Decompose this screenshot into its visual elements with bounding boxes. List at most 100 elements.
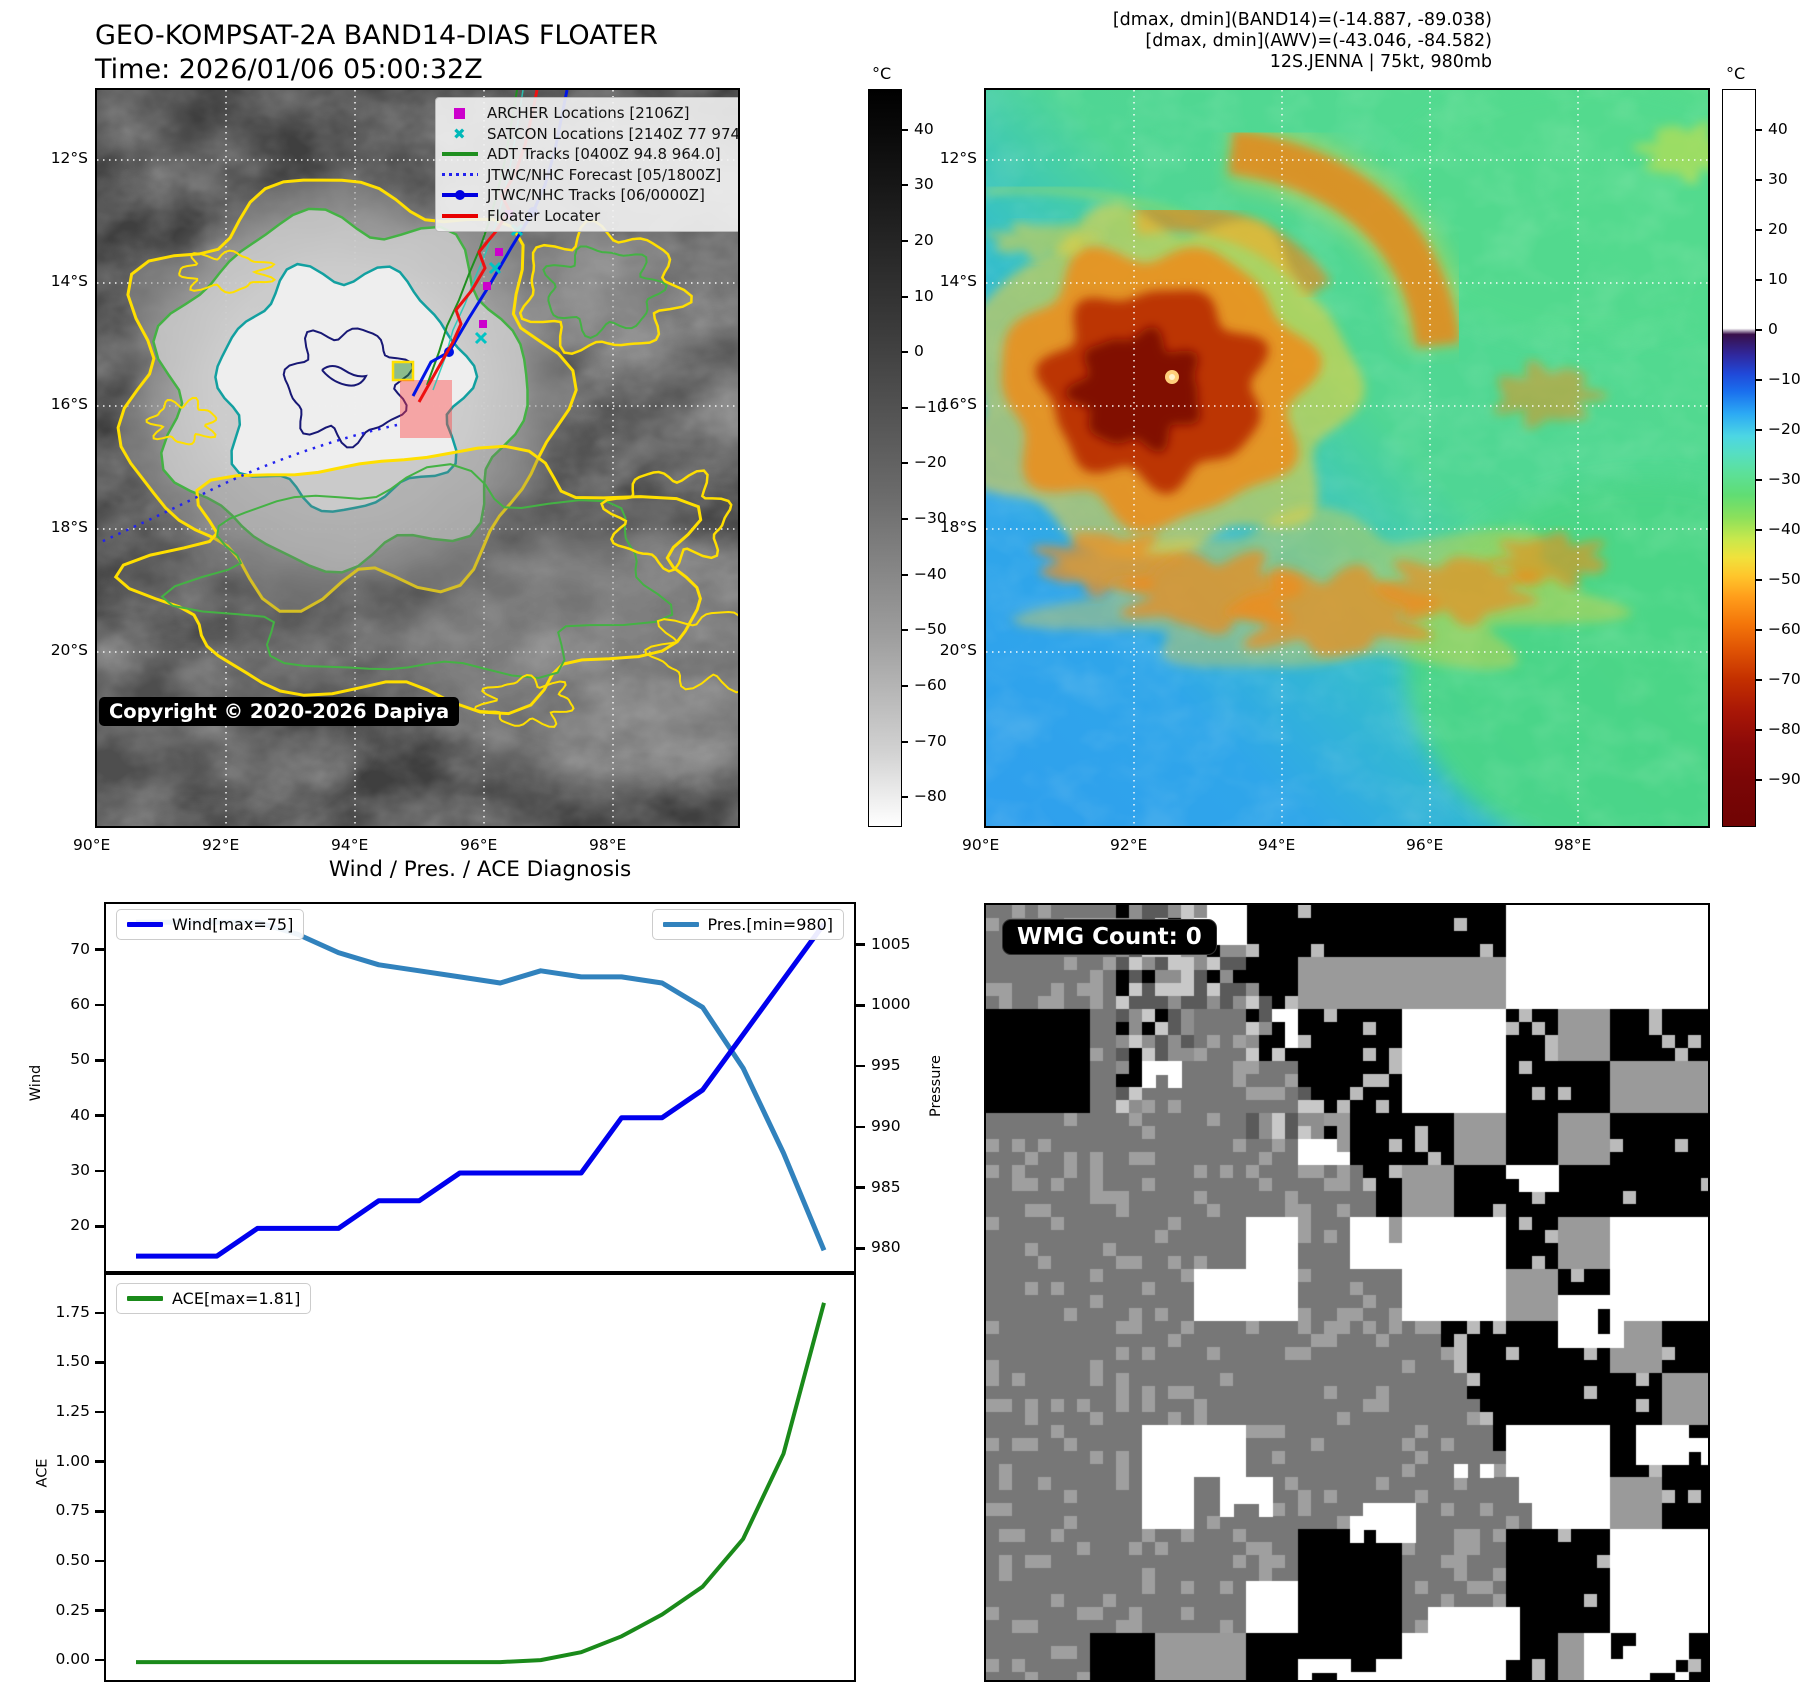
axis-tick: [95, 1410, 104, 1414]
band14-colorbar-unit: °C: [872, 64, 892, 83]
wind-axis-title: Wind: [28, 1064, 45, 1102]
awv-xtick: 94°E: [1258, 836, 1296, 854]
band14-colorbar-tick: 40: [914, 119, 934, 138]
awv-colorbar: [1722, 89, 1756, 827]
legend-item-floater: Floater Locater: [442, 206, 738, 227]
axis-tick: [95, 1559, 104, 1563]
ace-ytick: 0.75: [55, 1501, 90, 1520]
axis-tick: [1756, 729, 1762, 732]
legend-label: JTWC/NHC Forecast [05/1800Z]: [487, 165, 722, 184]
wind-ytick: 40: [70, 1105, 90, 1124]
axis-tick: [856, 1247, 865, 1250]
axis-tick: [902, 462, 908, 465]
axis-tick: [902, 740, 908, 743]
wind-pressure-chart: Wind[max=75] Pres.[min=980]: [104, 902, 856, 1273]
stat-band14-dminmax: [dmax, dmin](BAND14)=(-14.887, -89.038): [1112, 10, 1492, 30]
axis-tick: [1756, 178, 1762, 181]
axis-tick: [856, 1125, 865, 1129]
axis-tick: [856, 943, 865, 946]
awv-colorbar-tick: −70: [1768, 669, 1801, 688]
axis-tick: [95, 1311, 104, 1314]
awv-ytick: 20°S: [939, 641, 977, 659]
axis-tick: [902, 239, 908, 242]
awv-ytick: 14°S: [939, 272, 977, 290]
band14-colorbar-tick: −50: [914, 620, 947, 639]
axis-tick: [902, 184, 908, 187]
axis-tick: [95, 1510, 104, 1513]
axis-tick: [1756, 578, 1762, 581]
wmg-canvas: [986, 905, 1708, 1680]
axis-tick: [1756, 278, 1762, 281]
axis-tick: [1756, 779, 1762, 782]
awv-satellite-image: [986, 90, 1708, 826]
band14-colorbar-tick: 20: [914, 230, 934, 249]
ace-ytick: 0.25: [55, 1600, 90, 1619]
awv-colorbar-tick: −30: [1768, 469, 1801, 488]
wind-ytick: 20: [70, 1216, 90, 1235]
legend-item-adt: ADT Tracks [0400Z 94.8 964.0]: [442, 144, 738, 165]
awv-colorbar-tick: −80: [1768, 720, 1801, 739]
ace-legend: ACE[max=1.81]: [116, 1283, 312, 1314]
awv-colorbar-tick: 10: [1768, 269, 1788, 288]
band14-xtick: 96°E: [460, 836, 498, 854]
legend-label: SATCON Locations [2140Z 77 974]: [487, 124, 740, 143]
axis-tick: [95, 1114, 104, 1117]
awv-colorbar-tick: 0: [1768, 319, 1778, 338]
storm-eye-center: [1169, 374, 1175, 380]
band14-satellite-panel: ARCHER Locations [2106Z] ✖ SATCON Locatio…: [95, 88, 740, 828]
band14-xtick: 90°E: [73, 836, 111, 854]
navy-core-contour: [321, 365, 368, 387]
stat-awv-dminmax: [dmax, dmin](AWV)=(-43.046, -84.582): [1145, 31, 1492, 51]
axis-tick: [1756, 428, 1762, 431]
copyright-badge: Copyright © 2020-2026 Dapiya: [99, 697, 460, 726]
awv-colorbar-unit: °C: [1726, 64, 1746, 83]
awv-colorbar-tick: 40: [1768, 119, 1788, 138]
awv-colorbar-tick: −90: [1768, 770, 1801, 789]
jtwc-forecast-track: [100, 423, 398, 544]
pressure-ytick: 1000: [871, 995, 911, 1014]
awv-colorbar-tick: −50: [1768, 569, 1801, 588]
axis-tick: [95, 1003, 104, 1007]
wind-pressure-plot: [136, 919, 827, 1259]
pressure-legend: Pres.[min=980]: [651, 909, 844, 940]
green-line-icon: [442, 146, 478, 162]
band14-colorbar-tick: 10: [914, 286, 934, 305]
wind-legend: Wind[max=75]: [116, 909, 305, 940]
band14-colorbar-tick: 0: [914, 342, 924, 361]
axis-tick: [95, 1169, 104, 1173]
band14-ytick: 14°S: [50, 272, 88, 290]
pressure-ytick: 985: [871, 1177, 901, 1196]
header-stats: [dmax, dmin](BAND14)=(-14.887, -89.038) …: [1000, 10, 1492, 73]
ace-chart: ACE[max=1.81]: [104, 1273, 856, 1682]
ace-plot: [136, 1302, 826, 1665]
axis-tick: [902, 573, 908, 576]
ace-legend-label: ACE[max=1.81]: [172, 1289, 301, 1308]
axis-tick: [95, 1658, 104, 1662]
wind-ytick: 70: [70, 939, 90, 958]
axis-tick: [1756, 228, 1762, 231]
awv-colorbar-tick: −60: [1768, 619, 1801, 638]
red-line-icon: [442, 208, 478, 224]
floater-target-box: [391, 360, 415, 382]
awv-colorbar-tick: 30: [1768, 169, 1788, 188]
legend-item-forecast: JTWC/NHC Forecast [05/1800Z]: [442, 165, 738, 186]
band14-xtick: 98°E: [589, 836, 627, 854]
band14-colorbar-tick: −30: [914, 509, 947, 528]
wind-ytick: 30: [70, 1161, 90, 1180]
axis-tick: [902, 128, 908, 131]
legend-item-jtwc-track: JTWC/NHC Tracks [06/0000Z]: [442, 185, 738, 206]
pressure-ytick: 1005: [871, 934, 911, 953]
axis-tick: [95, 1059, 104, 1062]
page-title: GEO-KOMPSAT-2A BAND14-DIAS FLOATER: [95, 20, 658, 51]
ace-ytick: 1.00: [55, 1451, 90, 1470]
axis-tick: [902, 685, 908, 688]
awv-xtick: 96°E: [1406, 836, 1444, 854]
band14-satellite-image: [97, 90, 738, 826]
axis-tick: [95, 948, 104, 951]
timestamp: Time: 2026/01/06 05:00:32Z: [95, 54, 483, 85]
legend-label: ARCHER Locations [2106Z]: [487, 104, 690, 123]
ace-line-swatch: [127, 1296, 163, 1301]
band14-ytick: 16°S: [50, 395, 88, 413]
band14-ytick: 20°S: [50, 641, 88, 659]
